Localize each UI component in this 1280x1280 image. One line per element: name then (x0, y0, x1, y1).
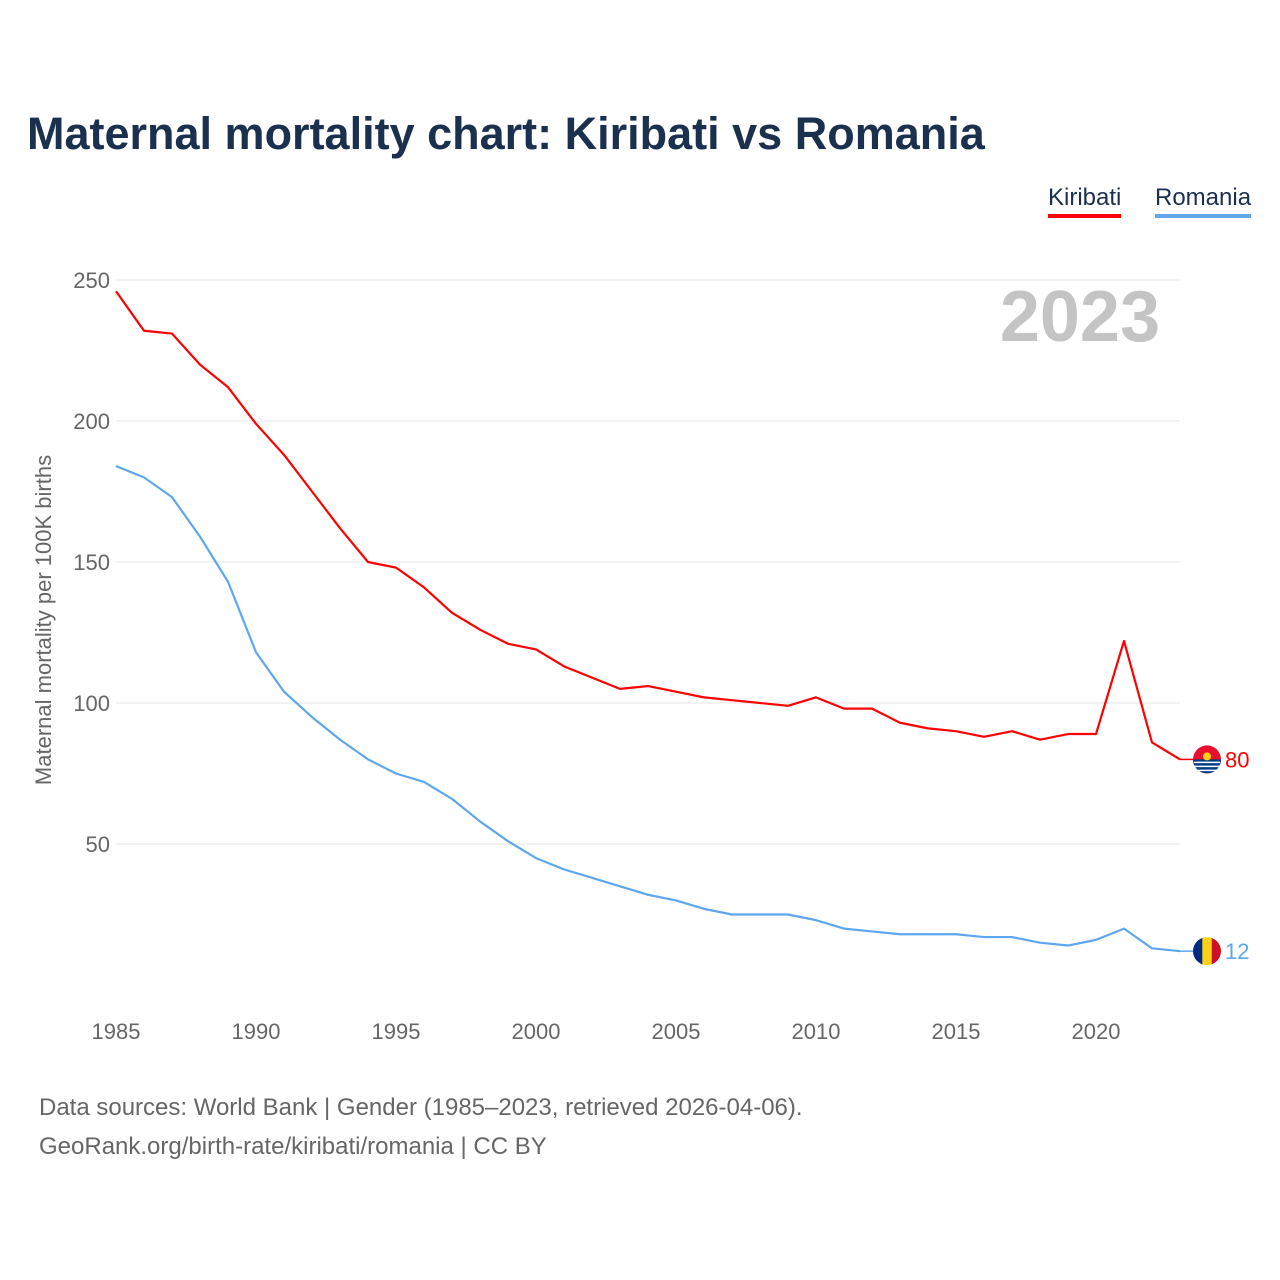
series-line-romania (115, 465, 1181, 953)
x-tick-label: 2010 (792, 1019, 841, 1044)
y-tick-label: 100 (73, 691, 110, 716)
series-line-kiribati (115, 290, 1181, 761)
end-value-label-kiribati: 80 (1225, 747, 1249, 772)
x-tick-label: 2000 (512, 1019, 561, 1044)
romania-flag-icon (1193, 937, 1203, 966)
x-tick-label: 1990 (232, 1019, 281, 1044)
legend-kiribati[interactable]: Kiribati (1048, 184, 1122, 218)
kiribati-flag-sun (1203, 752, 1211, 761)
y-axis-label: Maternal mortality per 100K births (31, 455, 56, 785)
legend-romania[interactable]: Romania (1155, 184, 1252, 218)
x-tick-label: 2020 (1072, 1019, 1121, 1044)
source-line-2[interactable]: GeoRank.org/birth-rate/kiribati/romania … (39, 1133, 547, 1160)
y-tick-label: 150 (73, 550, 110, 575)
x-tick-label: 2005 (652, 1019, 701, 1044)
source-line-1: Data sources: World Bank | Gender (1985–… (39, 1094, 803, 1121)
source-note: Data sources: World Bank | Gender (1985–… (39, 1088, 803, 1166)
x-tick-label: 2015 (932, 1019, 981, 1044)
end-value-label-romania: 12 (1225, 939, 1249, 964)
x-tick-label: 1995 (372, 1019, 421, 1044)
romania-flag-yellow (1202, 937, 1212, 966)
year-watermark: 2023 (1000, 277, 1160, 357)
y-tick-label: 200 (73, 409, 110, 434)
y-tick-label: 50 (86, 832, 110, 857)
romania-flag-red (1211, 937, 1221, 966)
y-tick-label: 250 (73, 268, 110, 293)
x-tick-label: 1985 (92, 1019, 141, 1044)
chart-title: Maternal mortality chart: Kiribati vs Ro… (27, 108, 985, 159)
